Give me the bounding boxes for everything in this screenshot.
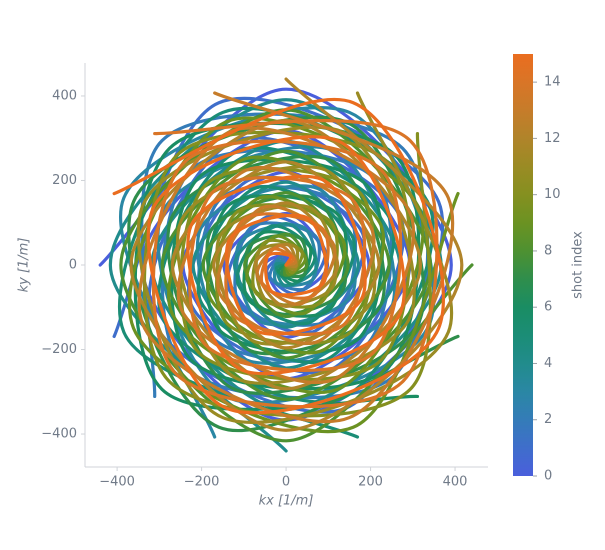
x-tick-label: −400 <box>99 475 135 490</box>
y-tick-label: −400 <box>41 427 77 442</box>
colorbar-tick-label: 14 <box>544 75 561 90</box>
y-tick-label: 200 <box>52 173 77 188</box>
shot-trajectory <box>112 97 445 415</box>
colorbar-tick-label: 4 <box>544 356 552 371</box>
colorbar-tick-label: 0 <box>544 469 552 484</box>
colorbar-tick-label: 6 <box>544 300 552 315</box>
y-tick-label: −200 <box>41 342 77 357</box>
colorbar-tick-label: 12 <box>544 131 561 146</box>
y-tick-label: 0 <box>69 258 77 273</box>
colorbar <box>513 54 533 476</box>
colorbar-label: shot index <box>571 231 586 299</box>
x-tick-label: −200 <box>184 475 220 490</box>
y-axis-label: ky [1/m] <box>17 238 32 293</box>
x-tick-label: 200 <box>358 475 383 490</box>
x-tick-label: 0 <box>282 475 290 490</box>
colorbar-tick-label: 8 <box>544 243 552 258</box>
colorbar-tick-label: 10 <box>544 187 561 202</box>
y-tick-label: 400 <box>52 88 77 103</box>
plot-area <box>98 77 474 453</box>
x-axis-label: kx [1/m] <box>259 494 314 509</box>
x-tick-label: 400 <box>443 475 468 490</box>
shot-trajectory <box>151 119 439 409</box>
colorbar-tick-label: 2 <box>544 412 552 427</box>
